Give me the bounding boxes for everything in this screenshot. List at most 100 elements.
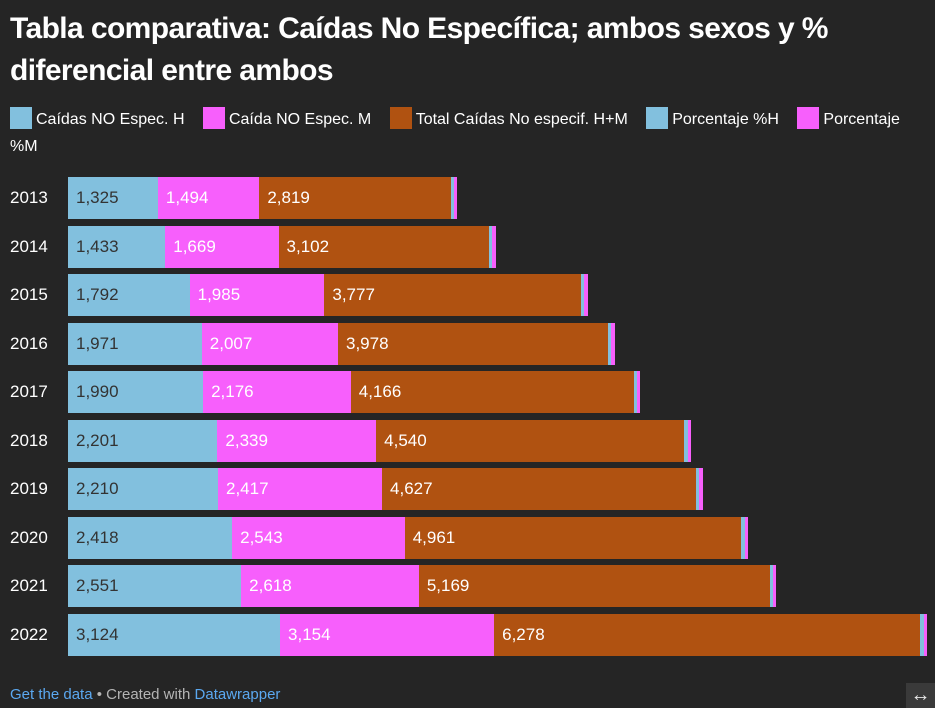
bar-segment-h-2021 xyxy=(68,565,242,607)
footer-credit-text: • Created with xyxy=(92,686,195,703)
bar-segment-pct-h-2021 xyxy=(769,565,774,607)
value-label-m-2020: 2,543 xyxy=(240,527,283,547)
bar-segment-total-2019 xyxy=(382,468,697,510)
value-label-h-2015: 1,792 xyxy=(76,285,119,304)
value-label-h-2019: 2,210 xyxy=(76,479,119,498)
bar-segment-h-2022 xyxy=(68,613,281,656)
bar-segment-total-2015 xyxy=(324,274,581,316)
legend-swatch xyxy=(389,107,412,129)
value-label-total-2016: 3,978 xyxy=(346,333,389,353)
value-label-total-2017: 4,166 xyxy=(358,382,402,401)
expand-icon[interactable]: ↔ xyxy=(906,683,935,708)
legend-item-total: Total Caídas No especif. H+M xyxy=(389,107,628,129)
bar-segment-pct-m-2020 xyxy=(744,516,749,559)
bar-segment-pct-h-2014 xyxy=(489,225,493,268)
bar-segment-h-2017 xyxy=(68,371,204,413)
bar-segment-h-2013 xyxy=(68,177,158,219)
row-label-2015: 2015 xyxy=(10,285,48,304)
value-label-total-2019: 4,627 xyxy=(390,479,433,498)
legend-swatch xyxy=(202,107,225,129)
value-label-h-2017: 1,990 xyxy=(76,382,119,401)
row-label-2017: 2017 xyxy=(10,382,48,401)
value-label-m-2021: 2,618 xyxy=(249,576,292,595)
legend-swatch xyxy=(646,107,669,129)
bar-segment-pct-m-2021 xyxy=(773,565,777,607)
bar-segment-m-2017 xyxy=(203,371,351,413)
bar-segment-pct-m-2022 xyxy=(923,613,927,656)
bar-segment-pct-m-2019 xyxy=(699,468,703,510)
value-label-total-2013: 2,819 xyxy=(267,188,310,207)
bar-segment-pct-h-2017 xyxy=(633,371,637,413)
value-label-h-2018: 2,201 xyxy=(76,430,119,450)
bar-segment-pct-h-2018 xyxy=(684,419,688,462)
bar-segment-pct-h-2022 xyxy=(920,613,924,656)
bar-segment-m-2021 xyxy=(241,565,419,607)
legend-label: Total Caídas No especif. H+M xyxy=(415,111,628,128)
value-label-m-2015: 1,985 xyxy=(197,285,241,304)
value-label-m-2018: 2,339 xyxy=(225,430,268,450)
value-label-h-2021: 2,551 xyxy=(76,576,119,595)
bar-segment-m-2020 xyxy=(232,516,405,559)
legend-label: Porcentaje %H xyxy=(672,111,779,128)
value-label-h-2022: 3,124 xyxy=(76,624,119,644)
row-label-2022: 2022 xyxy=(10,624,48,644)
bar-segment-pct-h-2016 xyxy=(608,322,612,365)
bar-segment-h-2015 xyxy=(68,274,190,316)
bar-segment-h-2020 xyxy=(68,516,233,559)
bar-segment-total-2016 xyxy=(338,322,608,365)
value-label-h-2014: 1,433 xyxy=(76,236,119,256)
value-label-h-2013: 1,325 xyxy=(76,188,119,207)
legend-item-h: Caídas NO Espec. H xyxy=(10,107,185,129)
chart-title: Tabla comparativa: Caídas No Específica;… xyxy=(10,12,828,87)
bar-segment-total-2013 xyxy=(259,177,451,219)
datawrapper-link[interactable]: Datawrapper xyxy=(194,686,281,703)
bar-segment-pct-h-2020 xyxy=(741,516,745,559)
get-data-link[interactable]: Get the data xyxy=(10,686,93,703)
bar-segment-total-2022 xyxy=(494,613,921,656)
bar-segment-pct-m-2014 xyxy=(492,225,496,268)
bar-segment-h-2019 xyxy=(68,468,218,510)
value-label-total-2018: 4,540 xyxy=(384,430,427,450)
legend-swatch xyxy=(10,107,32,129)
bar-segment-pct-m-2013 xyxy=(453,177,458,219)
legend-item-pct-m: Porcentaje %M xyxy=(10,107,900,155)
legend-swatch xyxy=(797,107,820,129)
bar-segment-pct-m-2017 xyxy=(636,371,641,413)
bar-segment-m-2015 xyxy=(189,274,325,316)
value-label-m-2014: 1,669 xyxy=(173,236,216,256)
stacked-bar-chart: 2013 1,325 1,494 2,819 2014 1,433 1,669 3,102 20… xyxy=(0,170,935,670)
bar-segment-total-2014 xyxy=(278,225,490,268)
bar-segment-total-2018 xyxy=(376,419,685,462)
value-label-m-2016: 2,007 xyxy=(209,333,253,353)
value-label-total-2015: 3,777 xyxy=(332,285,375,304)
footer: Get the data • Created with Datawrapper xyxy=(10,686,280,703)
legend-label: Caída NO Espec. M xyxy=(228,111,372,128)
bar-segment-total-2017 xyxy=(350,371,634,413)
row-label-2019: 2019 xyxy=(10,479,48,498)
row-label-2021: 2021 xyxy=(10,576,48,595)
legend-label: Caídas NO Espec. H xyxy=(36,111,185,128)
bar-segment-m-2013 xyxy=(157,177,260,219)
row-label-2013: 2013 xyxy=(10,188,48,207)
bar-segment-pct-h-2013 xyxy=(450,177,454,219)
value-label-h-2016: 1,971 xyxy=(76,333,119,353)
bar-segment-pct-m-2018 xyxy=(687,419,692,462)
value-label-m-2019: 2,417 xyxy=(226,479,269,498)
value-label-m-2017: 2,176 xyxy=(211,382,254,401)
bar-segment-pct-m-2015 xyxy=(583,274,588,316)
bar-segment-h-2016 xyxy=(68,322,202,365)
bar-segment-h-2014 xyxy=(68,225,166,268)
legend-label: Porcentaje %M xyxy=(10,111,900,155)
value-label-h-2020: 2,418 xyxy=(76,527,119,547)
bar-segment-pct-h-2015 xyxy=(580,274,584,316)
value-label-m-2022: 3,154 xyxy=(288,624,331,644)
bar-segment-pct-h-2019 xyxy=(696,468,700,510)
bar-segment-pct-m-2016 xyxy=(611,322,615,365)
row-label-2020: 2020 xyxy=(10,527,48,547)
row-label-2014: 2014 xyxy=(10,236,48,256)
bar-segment-total-2020 xyxy=(404,516,742,559)
value-label-total-2022: 6,278 xyxy=(502,624,545,644)
bar-segment-total-2021 xyxy=(418,565,770,607)
bar-segment-m-2022 xyxy=(280,613,495,656)
bar-segment-m-2016 xyxy=(201,322,338,365)
